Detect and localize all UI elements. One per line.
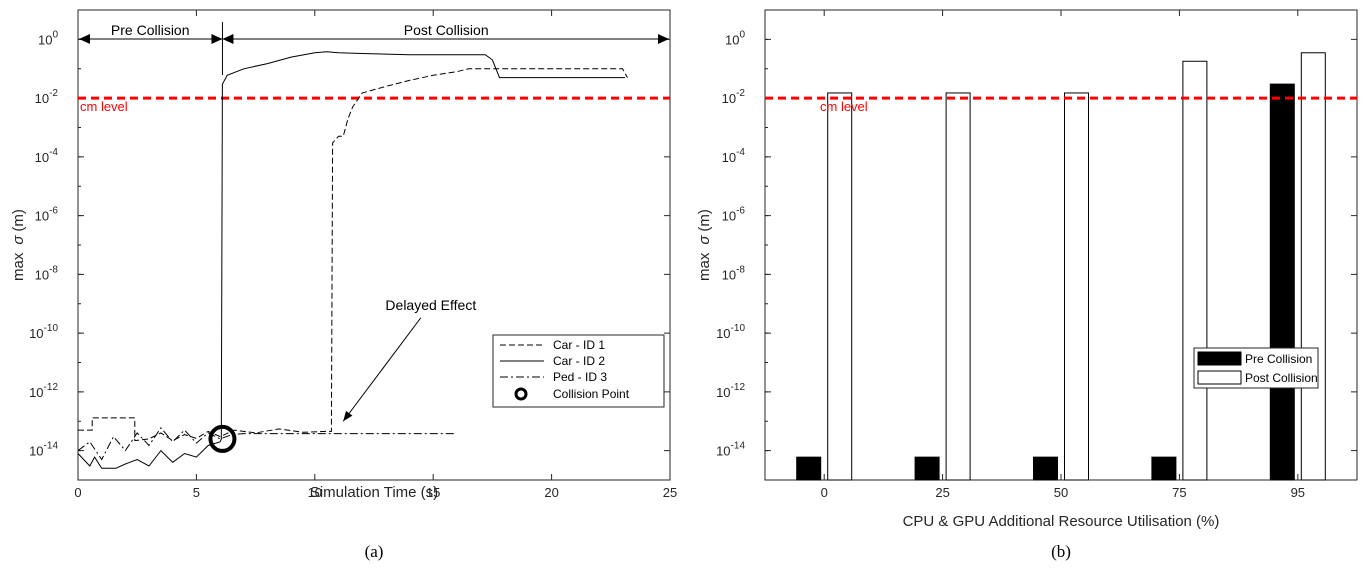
legend-swatch-pre-collision [1197,351,1242,366]
series-line-car-id-2 [77,51,625,469]
plot-area-b [764,9,1358,481]
cm-level-label-a: cm level [80,99,128,114]
legend-b: Pre Collision Post Collision [1193,347,1319,389]
y-ticks-a: 100 10-2 10-4 10-6 10-8 10-10 10-12 10-14 [29,9,670,481]
delayed-effect-label: Delayed Effect [385,297,476,313]
legend-label-post-collision: Post Collision [1245,371,1318,385]
legend-box-a [492,334,665,408]
pre-collision-arrowhead-left [79,34,90,44]
a-ytick-label: 10-4 [35,147,59,165]
a-xtick-label: 10 [308,485,322,500]
x-axis-label-a: Simulation Time (s) [310,484,438,501]
b-xtick-label: 25 [935,485,949,500]
delayed-effect-arrow [342,317,422,422]
b-ytick-label: 10-4 [722,147,746,165]
series-line-ped-id-3 [77,426,455,461]
a-ytick-label: 10-6 [35,206,59,224]
series-line-car-id-1 [78,68,628,442]
a-xtick-label: 25 [663,485,677,500]
legend-label-car-id-2: Car - ID 2 [553,354,605,368]
a-xtick-label: 15 [426,485,440,500]
panel-b: 100 10-2 10-4 10-6 10-8 10-10 10-12 10-14 0 25 50… [696,9,1358,561]
collision-point-marker [208,424,237,453]
x-ticks-b: 0 25 50 75 95 [821,10,1305,500]
x-ticks-a: 0 5 10 15 20 25 [74,10,677,500]
bars-b [796,52,1326,481]
a-ytick-label: 10-8 [35,264,59,282]
a-xtick-label: 0 [74,485,81,500]
cm-level-label-b: cm level [820,99,868,114]
bar-pre-collision-50 [1033,456,1058,481]
b-xtick-label: 95 [1291,485,1305,500]
post-collision-arrowhead-right [658,34,669,44]
delayed-effect-arrowhead [343,410,353,422]
a-ytick-label: 10-14 [29,441,58,459]
a-ytick-label: 10-2 [35,88,59,106]
legend-label-collision-point: Collision Point [553,387,630,401]
pre-collision-label: Pre Collision [111,22,190,38]
bar-post-collision-50 [1064,92,1089,481]
b-ytick-label: 10-2 [722,88,746,106]
legend-label-pre-collision: Pre Collision [1245,352,1312,366]
series-lines-a [77,51,628,469]
bar-post-collision-95 [1300,52,1326,481]
caption-a: (a) [365,542,384,561]
y-axis-label-a: maxσ(m) [10,209,27,281]
b-ytick-label: 10-12 [716,382,745,400]
a-ytick-label: 10-12 [29,382,58,400]
post-collision-arrowhead-left [222,34,234,44]
post-collision-label: Post Collision [404,22,489,38]
bar-pre-collision-95 [1269,83,1295,481]
b-xtick-label: 50 [1054,485,1068,500]
a-ytick-label: 10-10 [29,323,58,341]
bar-post-collision-0 [827,92,853,481]
a-xtick-label: 20 [544,485,558,500]
phase-arrows: Pre Collision Post Collision [79,22,669,75]
b-ytick-label: 100 [725,29,745,47]
bar-post-collision-25 [945,92,971,481]
bar-post-collision-75 [1182,60,1208,481]
x-axis-label-b: CPU & GPU Additional Resource Utilisatio… [903,513,1220,530]
bar-pre-collision-0 [796,456,822,481]
bar-pre-collision-75 [1151,456,1177,481]
a-xtick-label: 5 [193,485,200,500]
legend-swatch-collision-point [514,387,528,401]
caption-b: (b) [1051,542,1071,561]
b-xtick-label: 0 [821,485,828,500]
b-ytick-label: 10-6 [722,206,746,224]
plot-area-a [77,9,671,481]
panel-a: 0 5 10 15 20 25 100 10-2 10-4 10-6 10-8 10-10 10-12… [10,9,677,561]
legend-a: Car - ID 1 Car - ID 2 Ped - ID 3 Collisi… [492,334,665,408]
y-axis-label-b: maxσ(m) [696,209,713,281]
b-ytick-label: 10-10 [716,323,745,341]
pre-collision-arrowhead-right [211,34,223,44]
legend-label-car-id-1: Car - ID 1 [553,338,605,352]
b-ytick-label: 10-14 [716,441,745,459]
b-ytick-label: 10-8 [722,264,746,282]
bar-pre-collision-25 [914,456,940,481]
a-ytick-label: 100 [38,29,58,47]
legend-swatch-post-collision [1197,370,1242,385]
b-xtick-label: 75 [1172,485,1186,500]
legend-label-ped-id-3: Ped - ID 3 [553,370,607,384]
